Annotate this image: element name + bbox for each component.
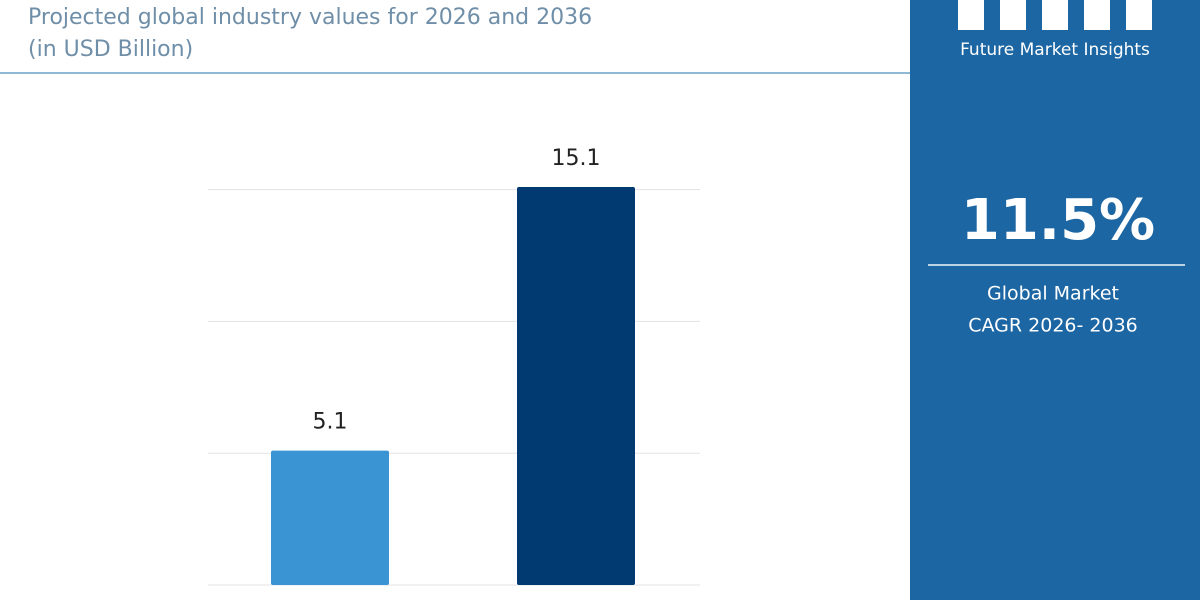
bar <box>271 450 389 585</box>
value-label: 5.1 <box>313 410 348 435</box>
sidebar-panel <box>910 0 1200 600</box>
logo-bar <box>958 0 984 30</box>
logo-bar <box>1084 0 1110 30</box>
cagr-label: Global Market <box>987 283 1119 305</box>
value-label: 15.1 <box>552 146 601 171</box>
chart-subtitle: (in USD Billion) <box>28 37 193 62</box>
logo-bar <box>1042 0 1068 30</box>
cagr-value: 11.5% <box>961 188 1155 253</box>
logo-bar <box>1000 0 1026 30</box>
chart-title: Projected global industry values for 202… <box>28 5 592 30</box>
cagr-label: CAGR 2026- 2036 <box>968 315 1138 337</box>
logo-bar <box>1126 0 1152 30</box>
brand-name: Future Market Insights <box>960 40 1150 60</box>
brand-logo <box>958 0 1152 30</box>
bar <box>517 187 635 585</box>
